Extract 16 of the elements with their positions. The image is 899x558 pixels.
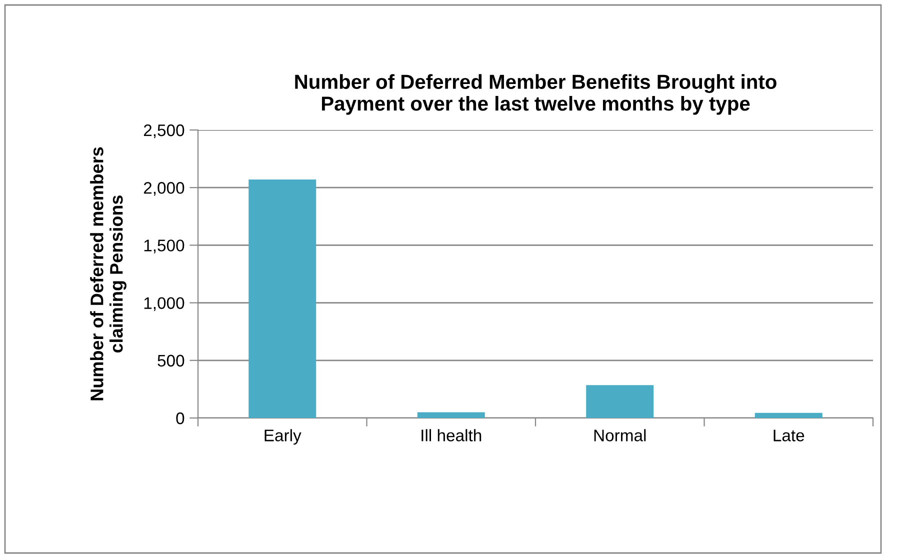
chart-title: Number of Deferred Member Benefits Brought into Payment over the last twelve months by type — [295, 74, 776, 115]
x-tick-label: Late — [774, 430, 804, 442]
y-tick-label: 2,500 — [144, 124, 184, 138]
y-tick-label: 1,500 — [144, 240, 184, 254]
x-tick-label: Ill health — [422, 429, 482, 442]
y-tick-label: 2,000 — [144, 182, 184, 196]
bar — [754, 412, 822, 418]
y-tick-label: 1,000 — [144, 297, 184, 311]
y-tick-label: 500 — [158, 354, 184, 367]
bar — [586, 385, 654, 418]
x-tick-label: Normal — [594, 429, 646, 442]
bar — [248, 180, 316, 418]
bar — [417, 412, 485, 418]
y-axis-title: Number of Deferred members claiming Pensions — [90, 147, 126, 400]
y-tick-label: 0 — [176, 412, 184, 424]
x-tick-label: Early — [264, 429, 302, 445]
